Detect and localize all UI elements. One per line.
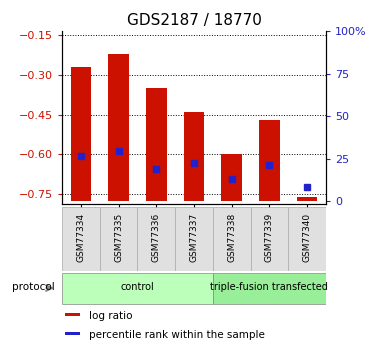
Bar: [221, 155, 242, 201]
Text: log ratio: log ratio: [89, 311, 133, 321]
Bar: [65, 313, 80, 316]
Bar: [62, 273, 213, 304]
Bar: [251, 207, 288, 271]
Bar: [71, 67, 91, 201]
Text: triple-fusion transfected: triple-fusion transfected: [210, 283, 328, 292]
Text: GSM77334: GSM77334: [76, 213, 85, 262]
Bar: [108, 53, 129, 201]
Bar: [175, 207, 213, 271]
Bar: [137, 207, 175, 271]
Title: GDS2187 / 18770: GDS2187 / 18770: [126, 13, 262, 29]
Bar: [259, 120, 280, 201]
Text: GSM77339: GSM77339: [265, 213, 274, 262]
Text: GSM77335: GSM77335: [114, 213, 123, 262]
Bar: [62, 207, 100, 271]
Bar: [65, 332, 80, 335]
Text: control: control: [121, 283, 154, 292]
Text: GSM77340: GSM77340: [303, 213, 312, 262]
Text: GSM77337: GSM77337: [189, 213, 199, 262]
Bar: [184, 112, 204, 201]
Bar: [146, 88, 167, 201]
Bar: [297, 197, 317, 201]
Bar: [213, 273, 326, 304]
Text: GSM77336: GSM77336: [152, 213, 161, 262]
Text: GSM77338: GSM77338: [227, 213, 236, 262]
Bar: [213, 207, 251, 271]
Bar: [100, 207, 137, 271]
Text: protocol: protocol: [12, 283, 58, 292]
Bar: [288, 207, 326, 271]
Text: percentile rank within the sample: percentile rank within the sample: [89, 330, 265, 339]
